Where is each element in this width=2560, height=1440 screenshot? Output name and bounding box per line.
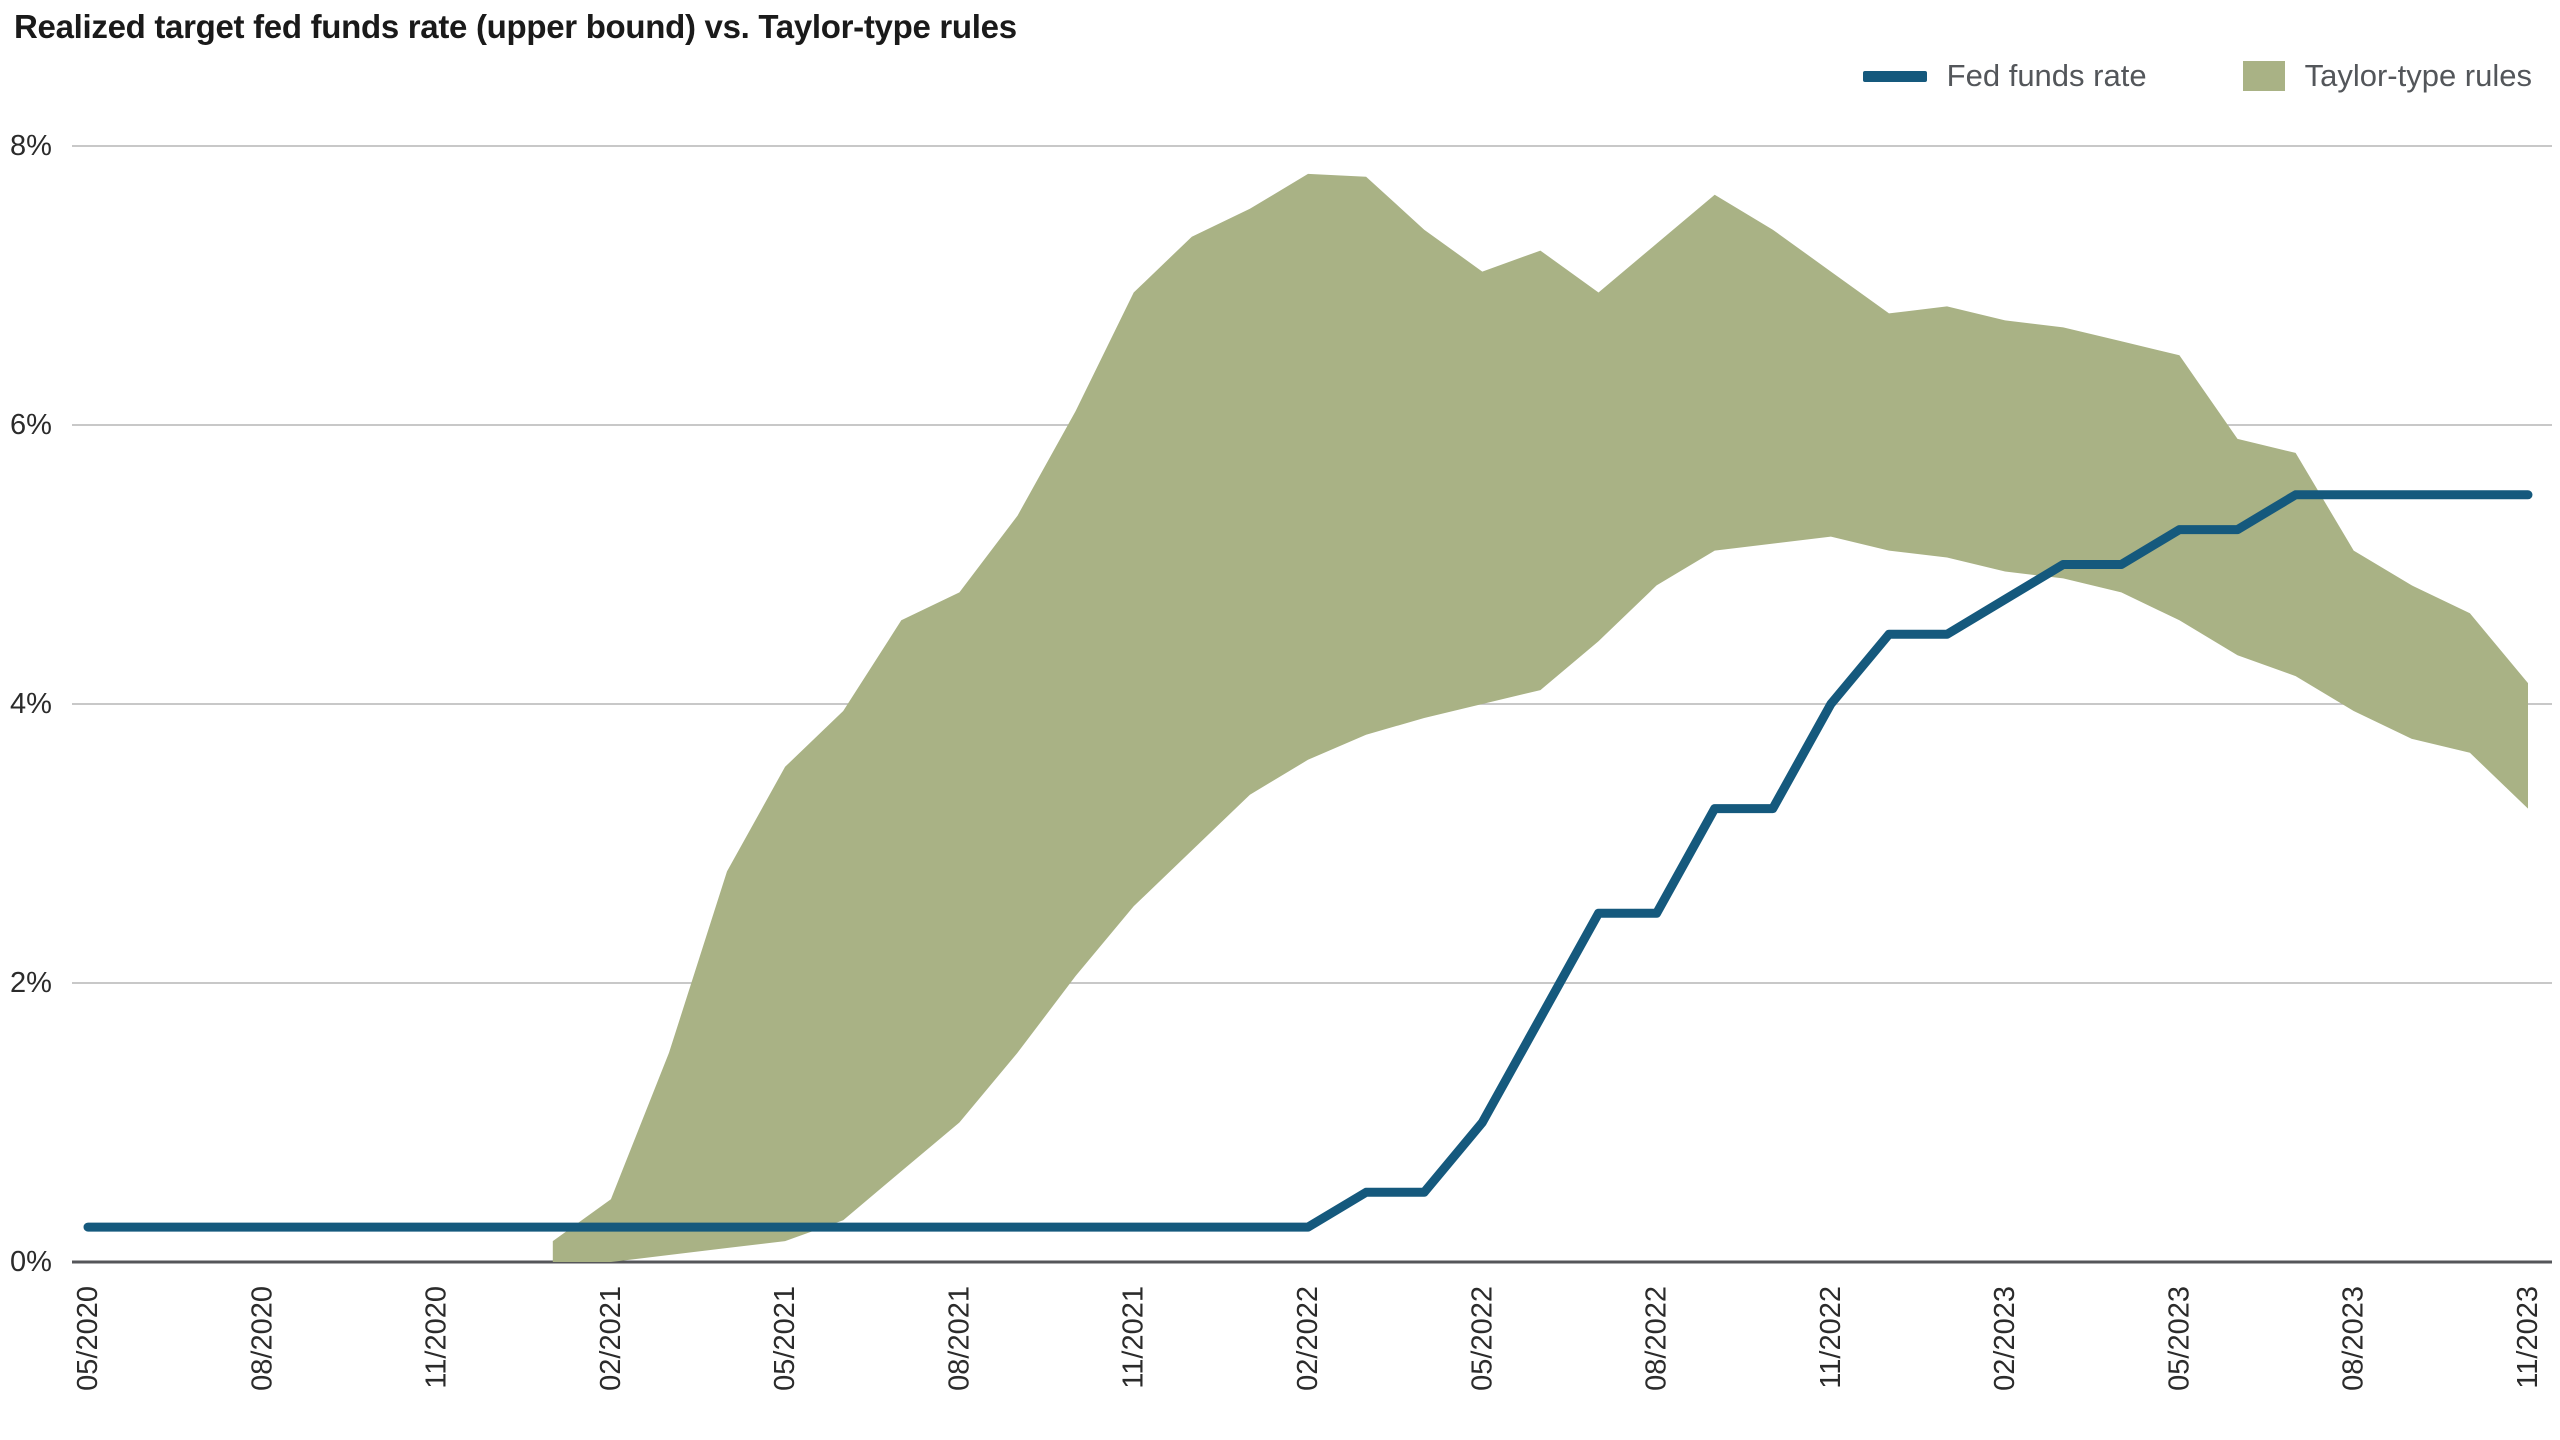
taylor-rules-band-area <box>552 173 2528 1262</box>
x-axis-label: 08/2022 <box>1641 1286 1673 1391</box>
y-axis-label: 2% <box>10 967 52 999</box>
legend-label-fed-funds: Fed funds rate <box>1946 58 2147 93</box>
y-axis-label: 6% <box>10 409 52 441</box>
y-axis-label: 8% <box>10 130 52 162</box>
y-axis-label: 0% <box>10 1246 52 1278</box>
x-axis-label: 02/2021 <box>595 1286 627 1391</box>
x-axis-label: 11/2023 <box>2512 1286 2544 1389</box>
chart-legend: Fed funds rate Taylor-type rules <box>1862 58 2532 94</box>
fed-funds-rate-line <box>83 490 2533 1232</box>
taylor-rules-band-swatch <box>2242 61 2285 91</box>
legend-item-taylor-rules: Taylor-type rules <box>2242 58 2532 94</box>
x-axis-label: 08/2023 <box>2338 1286 2370 1391</box>
x-axis-label: 05/2022 <box>1466 1286 1498 1391</box>
y-axis-label: 4% <box>10 688 52 720</box>
x-axis-label: 02/2022 <box>1292 1286 1324 1391</box>
x-axis-label: 05/2023 <box>2163 1286 2195 1391</box>
x-axis-label: 05/2021 <box>769 1286 801 1391</box>
x-axis-label: 08/2021 <box>943 1286 975 1391</box>
x-axis-label: 05/2020 <box>72 1286 104 1391</box>
x-axis-label: 11/2021 <box>1118 1286 1150 1389</box>
x-axis-label: 08/2020 <box>246 1286 278 1391</box>
fed-funds-line-swatch <box>1862 70 1927 82</box>
x-axis-label: 02/2023 <box>1989 1286 2021 1391</box>
legend-item-fed-funds: Fed funds rate <box>1862 58 2147 94</box>
legend-label-taylor-rules: Taylor-type rules <box>2304 58 2532 93</box>
chart-title: Realized target fed funds rate (upper bo… <box>14 8 1017 45</box>
x-axis-label: 11/2022 <box>1815 1286 1847 1389</box>
x-axis-label: 11/2020 <box>421 1286 453 1389</box>
